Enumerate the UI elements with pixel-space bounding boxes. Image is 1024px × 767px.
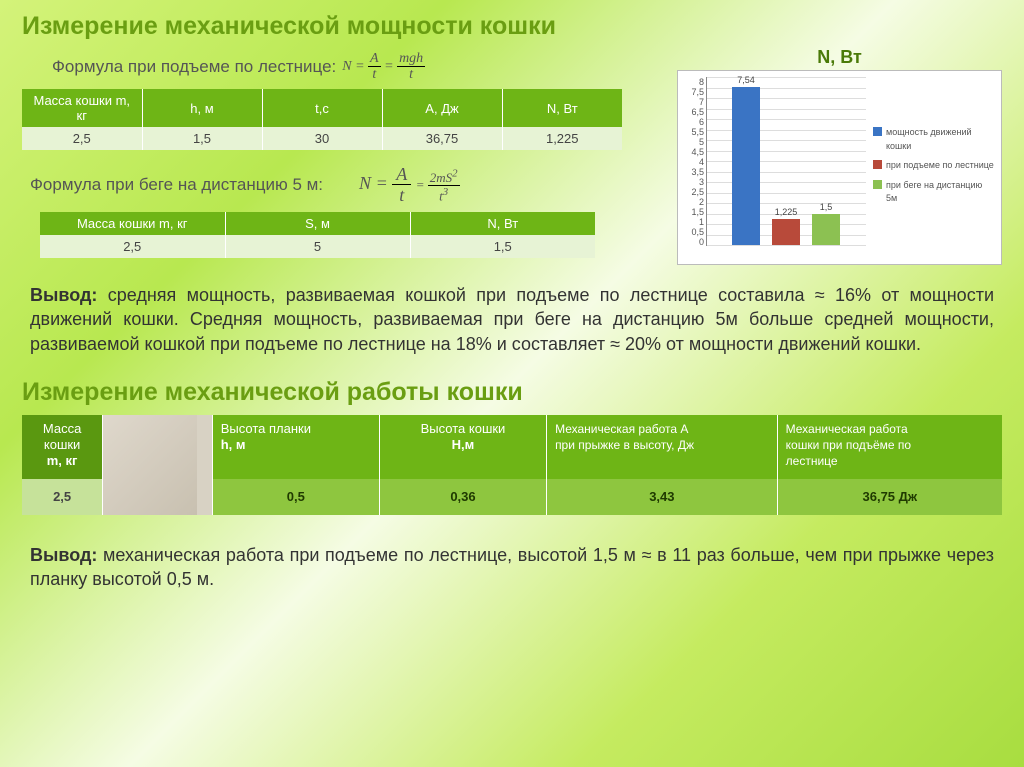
table-header-row: Масса кошки m, кг h, м t,с А, Дж N, Вт [22, 89, 622, 127]
th-line: кошки [44, 437, 80, 452]
th: Масса кошки m, кг [22, 89, 142, 127]
formula-2-row: Формула при беге на дистанцию 5 м: N = A… [30, 164, 667, 206]
th: Механическая работа А при прыжке в высот… [547, 415, 778, 479]
td: 36,75 Дж [777, 479, 1002, 515]
table-row: 2,5 1,5 30 36,75 1,225 [22, 127, 622, 150]
formula-2-label: Формула при беге на дистанцию 5 м: [30, 175, 323, 195]
td: 30 [262, 127, 382, 150]
heading-power: Измерение механической мощности кошки [22, 12, 1002, 41]
td: 36,75 [382, 127, 502, 150]
td: 1,5 [142, 127, 262, 150]
th: Масса кошки m, кг [22, 415, 103, 479]
th-line: Масса [43, 421, 81, 436]
th-line: Высота планки [221, 421, 311, 436]
th-image [103, 415, 213, 515]
th-line: Высота кошки [421, 421, 506, 436]
th-line: кошки при подъёме по [786, 438, 911, 452]
table-run: Масса кошки m, кг S, м N, Вт 2,5 5 1,5 [40, 212, 595, 258]
th: h, м [142, 89, 262, 127]
td: 2,5 [22, 479, 103, 515]
chart-legend: мощность движений кошкипри подъеме по ле… [873, 126, 995, 212]
td: 1,225 [502, 127, 622, 150]
heading-work: Измерение механической работы кошки [22, 378, 1002, 407]
th-line: лестнице [786, 454, 838, 468]
th-line: Н,м [452, 437, 475, 452]
conclusion-bold: Вывод: [30, 285, 97, 305]
table-stairs: Масса кошки m, кг h, м t,с А, Дж N, Вт 2… [22, 89, 622, 150]
th: N, Вт [410, 212, 595, 235]
td: 1,5 [410, 235, 595, 258]
td: 5 [225, 235, 410, 258]
conclusion-bold: Вывод: [30, 545, 97, 565]
td: 0,36 [379, 479, 546, 515]
table-work: Масса кошки m, кг Высота планки h, м Выс… [22, 415, 1002, 515]
conclusion-power: Вывод: средняя мощность, развиваемая кош… [30, 283, 994, 356]
bar-chart: 87,576,565,554,543,532,521,510,50 7,541,… [677, 70, 1002, 265]
y-axis: 87,576,565,554,543,532,521,510,50 [682, 77, 704, 246]
chart-panel: N, Вт 87,576,565,554,543,532,521,510,50 … [677, 47, 1002, 265]
th-line: h, м [221, 437, 246, 452]
chart-title: N, Вт [677, 47, 1002, 68]
formula-1-eq: N = At = mght [342, 51, 425, 83]
th: Механическая работа кошки при подъёме по… [777, 415, 1002, 479]
cat-photo-placeholder [103, 415, 197, 515]
th-line: при прыжке в высоту, Дж [555, 438, 694, 452]
formula-1-label: Формула при подъеме по лестнице: [52, 57, 336, 77]
formula-1-row: Формула при подъеме по лестнице: N = At … [52, 51, 667, 83]
th-line: Механическая работа [786, 422, 908, 436]
conclusion-work: Вывод: механическая работа при подъеме п… [30, 543, 994, 592]
table-row: 2,5 5 1,5 [40, 235, 595, 258]
th: Высота планки h, м [212, 415, 379, 479]
table-header-row: Масса кошки m, кг S, м N, Вт [40, 212, 595, 235]
td: 3,43 [547, 479, 778, 515]
th-line: Механическая работа А [555, 422, 688, 436]
plot-area: 7,541,2251,5 [706, 77, 866, 246]
table-header-row: Масса кошки m, кг Высота планки h, м Выс… [22, 415, 1002, 479]
conclusion-text: средняя мощность, развиваемая кошкой при… [30, 285, 994, 354]
th: N, Вт [502, 89, 622, 127]
td: 2,5 [40, 235, 225, 258]
td: 2,5 [22, 127, 142, 150]
th: t,с [262, 89, 382, 127]
th: А, Дж [382, 89, 502, 127]
th: Масса кошки m, кг [40, 212, 225, 235]
th-line: m, кг [47, 453, 78, 468]
td: 0,5 [212, 479, 379, 515]
th: S, м [225, 212, 410, 235]
th: Высота кошки Н,м [379, 415, 546, 479]
conclusion-text: механическая работа при подъеме по лестн… [30, 545, 994, 589]
formula-2-eq: N = At = 2mS2t3 [359, 164, 460, 206]
